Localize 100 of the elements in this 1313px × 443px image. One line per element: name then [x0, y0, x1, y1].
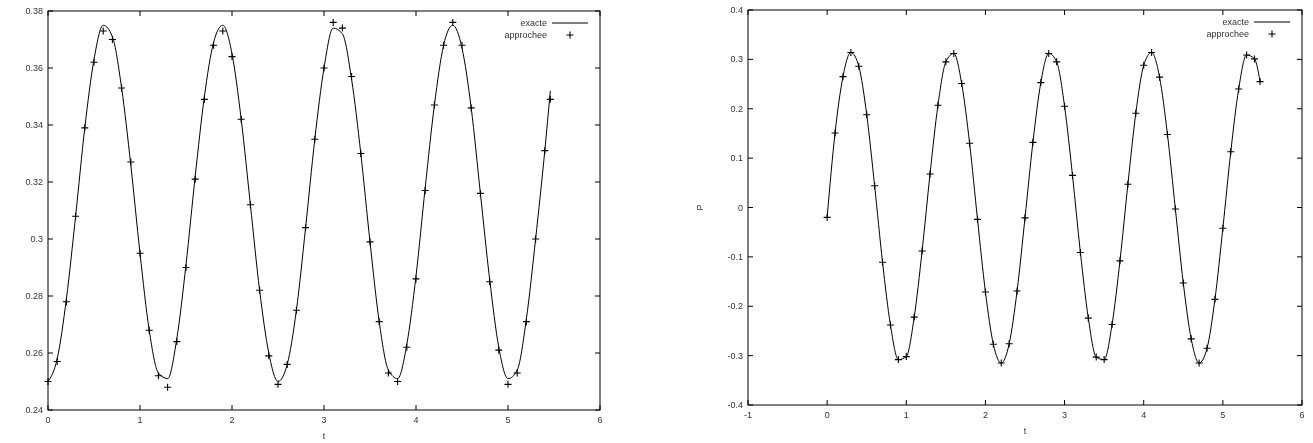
point [546, 95, 554, 103]
point [384, 369, 392, 377]
point [1163, 130, 1171, 138]
x-tick-label: 6 [597, 415, 603, 425]
point [495, 346, 503, 354]
point [1187, 335, 1195, 343]
x-axis-title: t [322, 431, 326, 441]
y-axis-title: P [695, 204, 705, 211]
x-tick-label: 3 [321, 415, 327, 425]
y-tick-label: 0.4 [730, 5, 743, 15]
point [974, 215, 982, 223]
point [532, 235, 540, 243]
point [118, 84, 126, 92]
point [348, 73, 356, 81]
x-tick-label: 0 [45, 415, 51, 425]
point [127, 158, 135, 166]
point [981, 288, 989, 296]
point [997, 359, 1005, 367]
point [966, 139, 974, 147]
point [476, 189, 484, 197]
point [1235, 85, 1243, 93]
point [504, 380, 512, 388]
y-tick-label: -0.2 [727, 301, 743, 312]
x-axis-title: t [1023, 426, 1027, 436]
point [1219, 224, 1227, 232]
point [366, 238, 374, 246]
point [1068, 171, 1076, 179]
y-tick-label: -0.1 [727, 251, 743, 262]
y-tick-label: -0.3 [727, 350, 743, 361]
point [145, 326, 153, 334]
y-tick-label: 0.3 [730, 54, 743, 65]
point [1100, 356, 1108, 364]
point [934, 101, 942, 109]
point [1156, 73, 1164, 81]
point [910, 313, 918, 321]
point [62, 298, 70, 306]
point [1256, 78, 1264, 86]
point [164, 383, 172, 391]
point [467, 104, 475, 112]
x-tick-label: 3 [1062, 410, 1068, 420]
point [886, 321, 894, 329]
point [902, 353, 910, 361]
point [237, 115, 245, 123]
point [894, 356, 902, 364]
y-tick-label: 0.38 [25, 6, 43, 16]
point [292, 306, 300, 314]
point [1203, 344, 1211, 352]
legend-label: exacte [1222, 17, 1249, 27]
point [210, 41, 218, 49]
y-tick-label: 0 [737, 202, 743, 213]
point [90, 58, 98, 66]
point [1116, 257, 1124, 265]
point [823, 213, 831, 221]
point [108, 36, 116, 43]
y-tick-label: 0.28 [25, 291, 43, 301]
point [950, 49, 958, 57]
point [1179, 279, 1187, 287]
point [855, 62, 863, 70]
y-tick-label: 0.3 [30, 234, 43, 244]
point [847, 48, 855, 56]
point [228, 53, 236, 61]
legend-label: exacte [520, 18, 547, 28]
point [173, 338, 181, 346]
y-tick-label: 0.36 [25, 63, 43, 73]
point [81, 124, 89, 132]
point [871, 182, 879, 190]
point [421, 187, 429, 195]
point [1021, 214, 1029, 222]
point [274, 380, 282, 388]
point [219, 27, 227, 35]
point [265, 352, 273, 360]
y-tick-label: 0.32 [25, 177, 43, 187]
point [958, 80, 966, 88]
point [154, 372, 162, 380]
point [1132, 109, 1140, 117]
x-tick-label: 4 [413, 415, 419, 425]
y-tick-label: 0.26 [25, 348, 43, 358]
point [1084, 314, 1092, 322]
point [879, 258, 887, 266]
x-tick-label: 2 [982, 410, 988, 420]
point [522, 318, 530, 326]
point [1005, 340, 1013, 348]
point [320, 64, 328, 72]
point [1037, 79, 1045, 87]
point [99, 27, 107, 35]
point [44, 378, 52, 385]
point [541, 147, 549, 155]
point [1013, 287, 1021, 295]
point [918, 247, 926, 255]
point [926, 170, 934, 178]
point [357, 150, 365, 157]
point [256, 286, 264, 294]
point [1148, 48, 1156, 56]
y-tick-label: 0.24 [25, 405, 43, 415]
point [412, 275, 420, 283]
point [440, 41, 448, 49]
x-tick-label: 5 [505, 415, 511, 425]
x-tick-label: 5 [1220, 410, 1226, 420]
point [1195, 359, 1203, 367]
point [329, 18, 337, 26]
